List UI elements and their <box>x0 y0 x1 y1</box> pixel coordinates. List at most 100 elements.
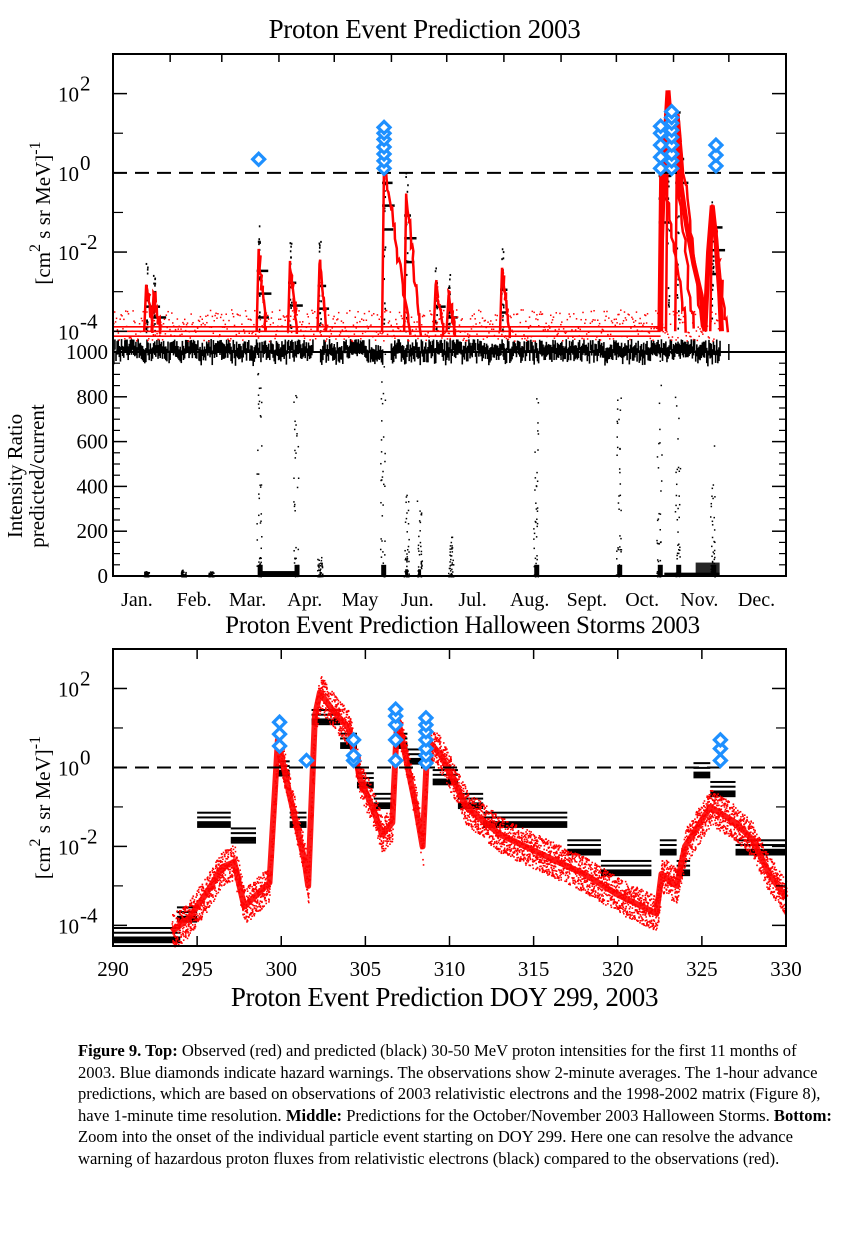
predicted-point <box>159 343 162 359</box>
predicted-point <box>145 348 147 363</box>
observed-point <box>249 892 252 895</box>
observed-point <box>322 685 325 688</box>
predicted-point <box>384 302 386 305</box>
predicted-point <box>302 343 304 358</box>
ratio-point <box>418 569 420 571</box>
predicted-point <box>653 343 656 355</box>
observed-point <box>417 802 420 805</box>
observed-point <box>180 328 182 330</box>
observed-point <box>373 824 376 827</box>
predicted-point <box>681 339 684 356</box>
observed-point <box>246 888 248 890</box>
observed-point <box>408 340 410 342</box>
predicted-point <box>214 343 217 355</box>
observed-point <box>497 338 499 340</box>
ratio-point <box>711 495 713 498</box>
observed-point <box>195 331 197 333</box>
predicted-point <box>130 339 133 355</box>
ratio-point <box>418 520 421 522</box>
predicted-point <box>494 344 497 355</box>
predicted-point <box>342 350 344 364</box>
predicted-point <box>668 185 670 188</box>
observed-event <box>255 248 268 332</box>
observed-point <box>214 867 217 870</box>
observed-point <box>145 322 147 325</box>
observed-point <box>336 319 338 321</box>
observed-point <box>366 325 369 328</box>
observed-point <box>327 714 330 716</box>
predicted-point <box>410 347 413 363</box>
observed-point <box>554 329 557 331</box>
observed-point <box>349 330 352 333</box>
observed-point <box>251 894 253 896</box>
predicted-point <box>668 345 670 357</box>
observed-point <box>487 321 489 323</box>
observed-point <box>257 910 260 912</box>
observed-event <box>380 160 412 336</box>
observed-point <box>635 311 638 313</box>
observed-point <box>186 907 189 910</box>
predicted-point <box>170 342 173 353</box>
observed-point <box>262 906 264 908</box>
observed-point <box>269 885 272 888</box>
ratio-point <box>678 569 680 571</box>
predicted-point <box>639 345 642 361</box>
predicted-point <box>712 341 715 355</box>
predicted-point <box>628 348 631 365</box>
observed-point <box>199 915 202 917</box>
observed-point <box>167 310 169 313</box>
observed-point <box>301 835 304 837</box>
observed-point <box>176 935 178 938</box>
ratio-point <box>294 503 296 506</box>
observed-point <box>189 905 191 907</box>
observed-point <box>179 941 182 944</box>
ratio-point <box>656 519 659 522</box>
observed-point <box>332 717 335 719</box>
ratio-point <box>381 381 383 383</box>
observed-point <box>641 330 643 332</box>
observed-point <box>171 925 174 927</box>
predicted-point <box>186 339 188 352</box>
ratio-point <box>408 573 410 575</box>
x-month-label: Apr. <box>287 589 322 611</box>
ratio-point <box>420 545 422 548</box>
observed-point <box>518 325 521 328</box>
observed-point <box>193 899 196 901</box>
observed-point <box>252 904 255 907</box>
predicted-point <box>576 347 579 360</box>
predicted-point <box>504 348 507 365</box>
observed-point <box>260 335 263 337</box>
predicted-point <box>244 341 247 355</box>
predicted-point <box>668 229 671 232</box>
predicted-point <box>597 340 600 356</box>
observed-point <box>244 888 246 891</box>
predicted-point <box>325 349 328 363</box>
predicted-point <box>260 350 262 363</box>
predicted-point <box>189 340 191 355</box>
predicted-point <box>637 340 639 353</box>
predicted-point <box>192 339 195 352</box>
predicted-point <box>434 319 437 322</box>
predicted-point <box>139 342 142 356</box>
predicted-point <box>688 344 690 356</box>
ratio-point <box>449 545 452 547</box>
predicted-point <box>590 344 593 356</box>
observed-point <box>270 317 273 319</box>
observed-point <box>332 318 334 320</box>
observed-point <box>188 925 190 928</box>
predicted-point <box>326 344 329 357</box>
observed-point <box>375 829 378 831</box>
ratio-point <box>676 468 679 471</box>
predicted-point <box>528 349 531 361</box>
predicted-point <box>683 341 686 354</box>
observed-point <box>238 864 241 867</box>
observed-point <box>189 899 192 902</box>
predicted-point <box>289 324 292 327</box>
observed-point <box>231 312 234 315</box>
observed-point <box>551 319 554 321</box>
ratio-point <box>616 436 618 438</box>
observed-point <box>325 707 327 709</box>
observed-point <box>223 854 226 856</box>
observed-point <box>211 867 214 870</box>
